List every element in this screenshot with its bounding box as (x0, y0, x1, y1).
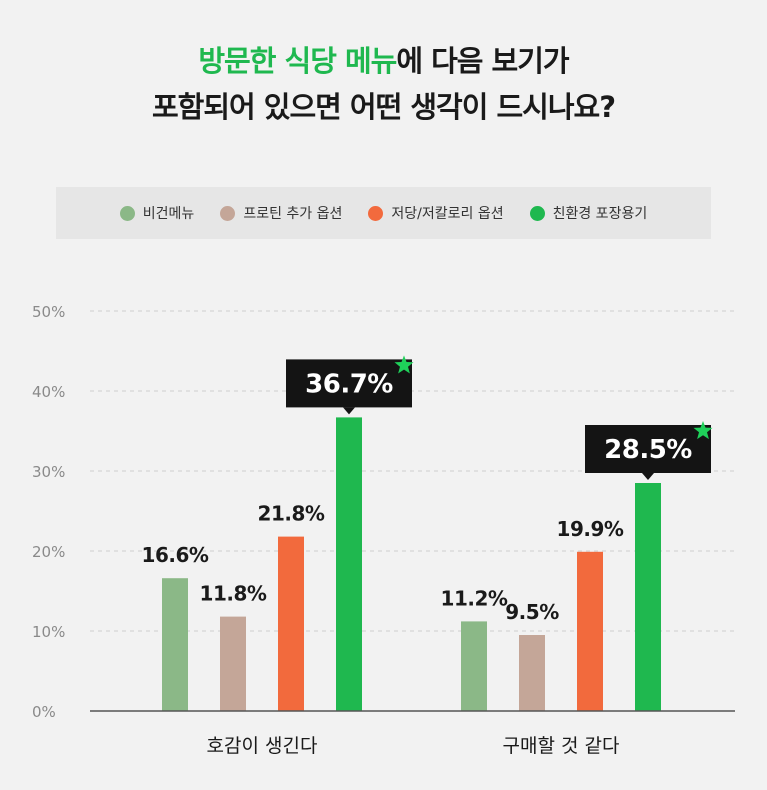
title-line-1: 방문한 식당 메뉴에 다음 보기가 (0, 38, 767, 84)
y-tick-label: 30% (32, 463, 65, 481)
y-tick-label: 50% (32, 303, 65, 321)
callout-box (286, 359, 412, 408)
legend-label: 저당/저칼로리 옵션 (391, 206, 504, 222)
legend-dot-icon (220, 205, 236, 221)
bar-value-label: 21.8% (258, 502, 325, 526)
category-label: 호감이 생긴다 (207, 735, 318, 757)
legend-label: 프로틴 추가 옵션 (243, 206, 343, 222)
legend-dot-icon (119, 205, 135, 221)
callout-box (585, 425, 711, 473)
legend-item-eco: 친환경 포장용기 (529, 203, 648, 223)
callout-value-label: 28.5% (604, 435, 692, 465)
y-tick-label: 20% (32, 543, 65, 561)
bar-value-label: 9.5% (505, 600, 559, 624)
bar-3-1 (278, 536, 304, 711)
callout-pointer (642, 473, 654, 480)
bar-1-1 (162, 578, 188, 711)
bar-value-label: 11.2% (441, 586, 508, 610)
legend-label: 비건메뉴 (142, 206, 195, 222)
title-line-1-rest: 에 다음 보기가 (396, 44, 569, 78)
title-highlight: 방문한 식당 메뉴 (198, 44, 397, 78)
bar-4-2 (635, 483, 661, 711)
callout-pointer (343, 407, 355, 415)
star-icon (693, 421, 713, 440)
callout-value-label: 36.7% (305, 369, 393, 399)
chart-title: 방문한 식당 메뉴에 다음 보기가 포함되어 있으면 어떤 생각이 드시나요? (0, 38, 767, 130)
legend-item-vegan: 비건메뉴 (119, 203, 195, 223)
title-line-2: 포함되어 있으면 어떤 생각이 드시나요? (151, 90, 616, 124)
legend-dot-icon (368, 205, 384, 221)
legend: 비건메뉴 프로틴 추가 옵션 저당/저칼로리 옵션 친환경 포장용기 (56, 187, 711, 239)
y-tick-label: 0% (32, 703, 56, 721)
legend-dot-icon (529, 205, 545, 221)
y-tick-label: 40% (32, 383, 65, 401)
bar-1-2 (461, 621, 487, 711)
bar-value-label: 19.9% (557, 517, 624, 541)
category-label: 구매할 것 같다 (503, 735, 620, 757)
legend-label: 친환경 포장용기 (552, 206, 648, 222)
bar-2-1 (220, 616, 246, 711)
bar-2-2 (519, 635, 545, 711)
legend-item-protein: 프로틴 추가 옵션 (220, 203, 342, 223)
y-tick-label: 10% (32, 623, 65, 641)
bar-value-label: 11.8% (200, 582, 267, 606)
legend-item-lowcal: 저당/저칼로리 옵션 (368, 203, 504, 223)
star-icon (394, 355, 414, 374)
bar-4-1 (336, 417, 362, 711)
bar-value-label: 16.6% (142, 543, 209, 567)
bar-3-2 (577, 551, 603, 711)
